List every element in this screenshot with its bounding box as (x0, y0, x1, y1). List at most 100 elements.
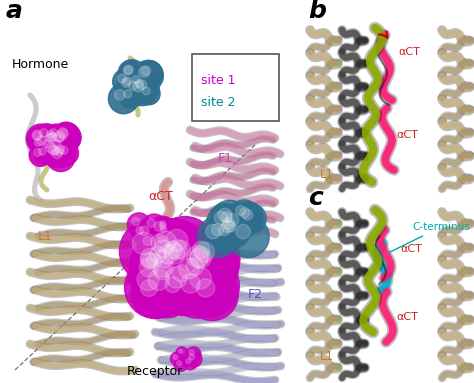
Circle shape (187, 246, 209, 268)
Circle shape (138, 244, 182, 288)
Circle shape (53, 123, 81, 152)
Circle shape (119, 62, 142, 84)
Circle shape (33, 131, 41, 140)
Circle shape (132, 61, 164, 92)
Circle shape (137, 80, 146, 90)
Circle shape (51, 140, 75, 165)
Circle shape (154, 232, 173, 252)
Circle shape (142, 253, 158, 269)
Circle shape (143, 251, 195, 303)
Circle shape (136, 257, 197, 318)
Circle shape (47, 133, 57, 142)
Circle shape (172, 241, 190, 259)
Circle shape (55, 131, 65, 142)
Circle shape (177, 255, 239, 317)
Circle shape (143, 237, 152, 246)
Circle shape (198, 216, 239, 257)
Circle shape (158, 236, 164, 243)
Circle shape (141, 224, 191, 275)
Circle shape (178, 349, 182, 354)
Circle shape (124, 65, 133, 75)
Circle shape (46, 134, 54, 142)
Circle shape (234, 202, 263, 231)
Circle shape (29, 144, 52, 166)
Circle shape (164, 243, 185, 264)
Circle shape (155, 231, 177, 253)
Circle shape (125, 256, 187, 319)
Text: αCT: αCT (148, 190, 173, 203)
Circle shape (55, 145, 64, 154)
Circle shape (216, 211, 249, 244)
Text: F1: F1 (218, 152, 233, 165)
Circle shape (156, 229, 212, 285)
Circle shape (190, 267, 211, 289)
Circle shape (155, 240, 172, 257)
Circle shape (50, 142, 74, 167)
Text: a: a (6, 0, 23, 23)
Circle shape (157, 223, 174, 241)
Circle shape (156, 217, 173, 235)
Circle shape (123, 77, 131, 85)
Circle shape (131, 242, 178, 289)
Circle shape (221, 220, 234, 233)
Circle shape (143, 87, 150, 95)
Circle shape (139, 258, 158, 277)
Circle shape (50, 129, 57, 136)
Circle shape (51, 146, 59, 155)
Circle shape (183, 355, 197, 370)
Circle shape (167, 240, 187, 260)
Circle shape (219, 214, 250, 247)
Circle shape (165, 229, 188, 252)
Circle shape (113, 69, 138, 94)
Circle shape (127, 213, 150, 236)
Circle shape (243, 210, 253, 220)
Circle shape (167, 247, 226, 305)
Circle shape (148, 234, 202, 288)
Circle shape (52, 139, 61, 148)
Circle shape (35, 124, 59, 149)
Circle shape (228, 216, 269, 258)
Circle shape (150, 247, 166, 263)
Circle shape (109, 83, 139, 114)
Circle shape (58, 128, 67, 137)
Circle shape (139, 226, 149, 236)
Circle shape (118, 74, 127, 83)
Circle shape (132, 75, 140, 83)
Circle shape (195, 242, 214, 262)
Circle shape (128, 81, 137, 90)
Circle shape (142, 246, 199, 303)
Circle shape (159, 245, 178, 264)
Circle shape (223, 218, 234, 229)
Circle shape (211, 224, 224, 236)
Circle shape (46, 141, 70, 166)
Circle shape (34, 144, 55, 164)
Text: F2: F2 (248, 288, 263, 301)
Circle shape (189, 350, 194, 355)
Circle shape (181, 274, 200, 293)
Circle shape (132, 223, 153, 243)
Circle shape (170, 263, 225, 318)
Text: Receptor: Receptor (127, 365, 183, 378)
Circle shape (212, 218, 244, 250)
Circle shape (174, 233, 237, 296)
Circle shape (162, 230, 214, 282)
Circle shape (46, 143, 75, 172)
Circle shape (43, 140, 51, 148)
Circle shape (134, 221, 161, 247)
Circle shape (214, 213, 250, 249)
Circle shape (140, 248, 159, 267)
Circle shape (214, 211, 228, 225)
Circle shape (237, 204, 266, 233)
Circle shape (178, 234, 239, 296)
Text: L1: L1 (38, 230, 53, 243)
Circle shape (48, 145, 58, 155)
Circle shape (119, 219, 183, 283)
Circle shape (137, 268, 159, 291)
Circle shape (119, 85, 142, 108)
Circle shape (148, 269, 169, 290)
Text: αCT: αCT (396, 312, 418, 322)
Circle shape (50, 128, 75, 154)
Circle shape (165, 277, 181, 293)
Text: b: b (308, 0, 326, 23)
Circle shape (206, 224, 220, 239)
